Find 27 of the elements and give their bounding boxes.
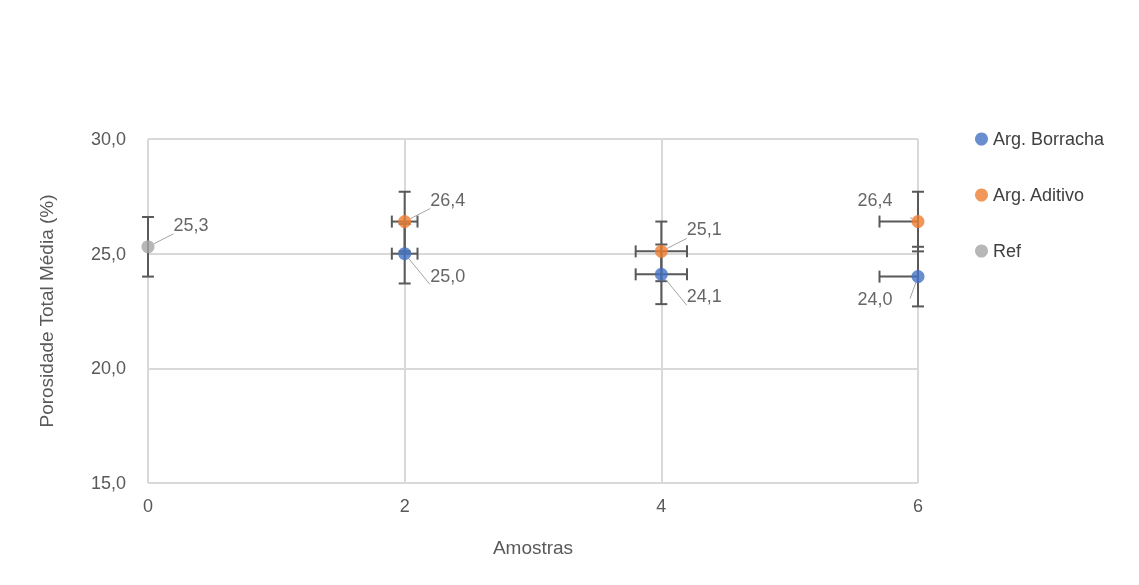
x-tick-label: 2 <box>399 496 410 516</box>
data-label: 24,0 <box>857 288 893 309</box>
y-tick-label: 25,0 <box>90 243 126 264</box>
legend-label: Ref <box>993 241 1023 261</box>
x-tick-label: 4 <box>656 496 667 516</box>
point <box>398 215 412 229</box>
point <box>398 247 412 261</box>
point <box>911 270 925 284</box>
data-label: 25,3 <box>173 214 209 235</box>
data-label: 26,4 <box>430 189 466 210</box>
point <box>911 215 925 229</box>
x-axis-title: Amostras <box>492 537 574 558</box>
y-tick-label: 15,0 <box>90 473 126 493</box>
x-tick-label: 6 <box>912 496 924 516</box>
data-label: 24,1 <box>686 286 722 307</box>
legend-label: Arg. Borracha <box>993 129 1106 149</box>
data-label: 25,1 <box>686 219 722 240</box>
data-label: 25,0 <box>430 265 466 286</box>
point <box>654 267 668 281</box>
y-axis-title: Porosidade Total Média (%) <box>36 194 57 428</box>
x-tick-label: 0 <box>142 496 154 516</box>
point <box>141 240 155 254</box>
y-tick-label: 30,0 <box>90 129 126 149</box>
legend-label: Arg. Aditivo <box>993 185 1085 205</box>
point <box>654 244 668 258</box>
y-tick-label: 20,0 <box>90 358 126 379</box>
data-label: 26,4 <box>857 189 893 210</box>
